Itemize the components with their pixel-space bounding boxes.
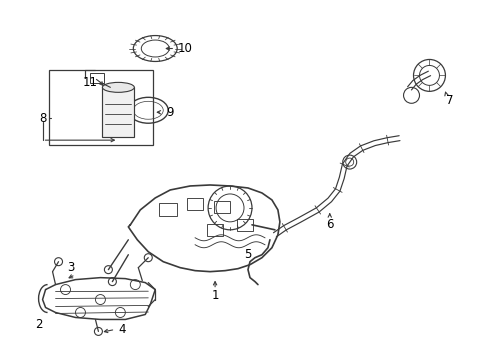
Text: 9: 9 <box>167 106 174 119</box>
Text: 7: 7 <box>446 94 453 107</box>
Text: 3: 3 <box>67 261 74 274</box>
Bar <box>159 203 177 216</box>
Text: 1: 1 <box>211 289 219 302</box>
Bar <box>214 201 230 213</box>
Text: 2: 2 <box>35 318 42 331</box>
Text: 8: 8 <box>39 112 46 125</box>
Text: 4: 4 <box>119 323 126 336</box>
Bar <box>237 219 253 231</box>
Text: 11: 11 <box>83 76 98 89</box>
Text: 6: 6 <box>326 218 334 231</box>
Text: 10: 10 <box>178 42 193 55</box>
Bar <box>187 198 203 210</box>
Bar <box>49 71 153 145</box>
Bar <box>91 73 104 84</box>
Bar <box>207 224 223 236</box>
Text: 5: 5 <box>245 248 252 261</box>
Ellipse shape <box>102 82 134 92</box>
Bar <box>102 87 134 137</box>
